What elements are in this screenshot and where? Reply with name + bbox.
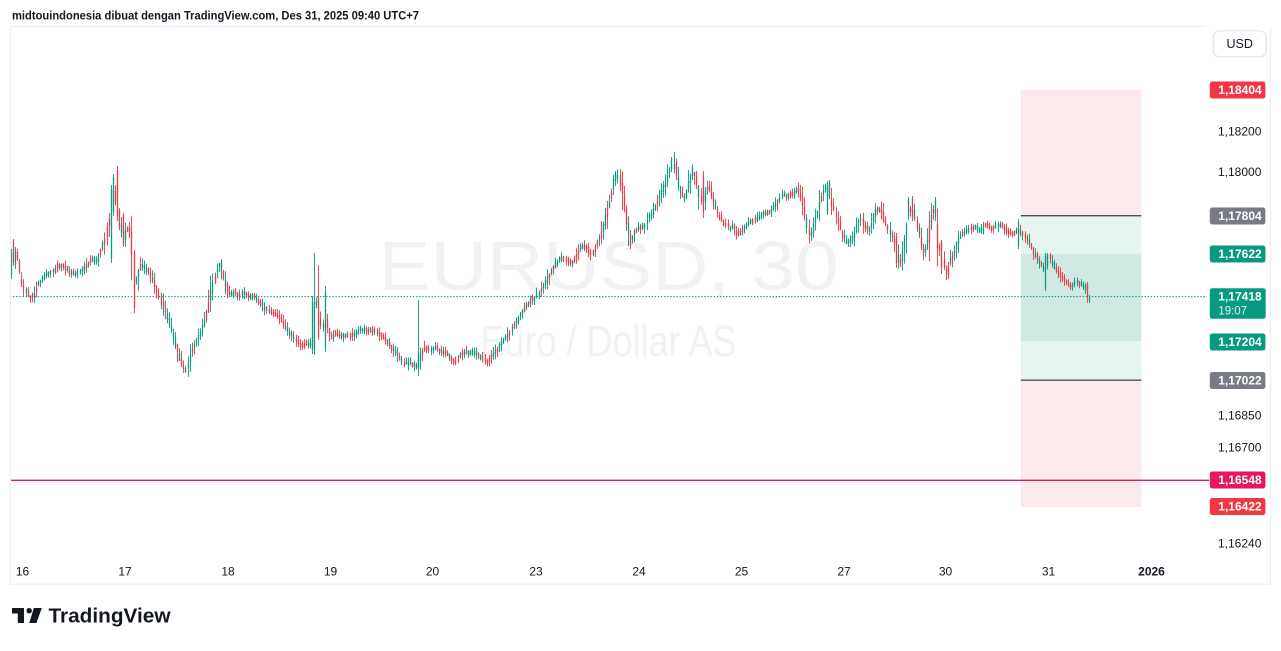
svg-text:EURUSD, 30: EURUSD, 30	[379, 227, 839, 305]
svg-text:1,16700: 1,16700	[1218, 441, 1262, 455]
svg-text:1,17022: 1,17022	[1218, 374, 1262, 388]
svg-text:1,17622: 1,17622	[1218, 247, 1262, 261]
svg-text:USD: USD	[1226, 37, 1252, 51]
svg-text:25: 25	[735, 565, 749, 579]
svg-text:TradingView: TradingView	[49, 605, 171, 628]
svg-text:1,18404: 1,18404	[1218, 83, 1262, 97]
svg-text:20: 20	[426, 565, 440, 579]
svg-text:1,18000: 1,18000	[1218, 165, 1262, 179]
svg-text:30: 30	[939, 565, 953, 579]
svg-text:1,16548: 1,16548	[1218, 473, 1262, 487]
svg-text:24: 24	[632, 565, 646, 579]
svg-text:1,17418: 1,17418	[1218, 290, 1262, 304]
svg-text:17: 17	[118, 565, 132, 579]
svg-text:19: 19	[324, 565, 338, 579]
svg-text:18: 18	[221, 565, 235, 579]
svg-text:16: 16	[16, 565, 30, 579]
svg-text:1,16850: 1,16850	[1218, 409, 1262, 423]
svg-text:19:07: 19:07	[1218, 305, 1247, 317]
svg-text:1,17204: 1,17204	[1218, 335, 1262, 349]
svg-text:2026: 2026	[1138, 565, 1165, 579]
svg-text:midtouindonesia dibuat dengan: midtouindonesia dibuat dengan TradingVie…	[12, 9, 419, 23]
svg-text:1,16422: 1,16422	[1218, 500, 1262, 514]
svg-text:31: 31	[1042, 565, 1056, 579]
svg-text:23: 23	[529, 565, 543, 579]
svg-text:1,17804: 1,17804	[1218, 209, 1262, 223]
svg-text:27: 27	[837, 565, 851, 579]
svg-text:Euro / Dollar AS: Euro / Dollar AS	[481, 317, 737, 366]
svg-text:1,16240: 1,16240	[1218, 537, 1262, 551]
svg-text:1,18200: 1,18200	[1218, 125, 1262, 139]
